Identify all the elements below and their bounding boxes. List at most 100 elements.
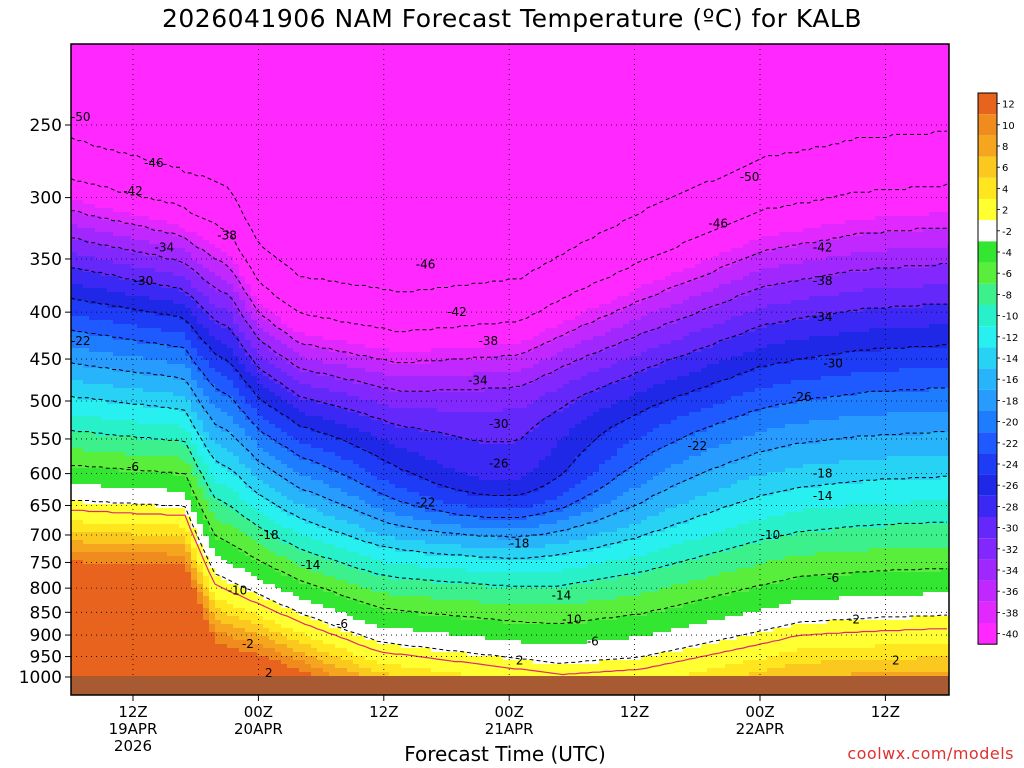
temperature-cell	[209, 368, 215, 385]
temperature-cell	[833, 552, 839, 577]
colorbar-label: -40	[1002, 630, 1018, 641]
temperature-cell	[515, 588, 521, 605]
temperature-cell	[539, 344, 545, 361]
temperature-cell	[629, 376, 635, 397]
temperature-cell	[905, 216, 911, 233]
temperature-cell	[551, 412, 557, 449]
temperature-cell	[791, 360, 797, 381]
temperature-cell	[545, 328, 551, 345]
temperature-cell	[377, 440, 383, 461]
temperature-cell	[299, 520, 305, 537]
temperature-cell	[905, 504, 911, 525]
temperature-cell	[893, 232, 899, 249]
temperature-cell	[257, 416, 263, 433]
temperature-cell	[311, 416, 317, 433]
temperature-cell	[593, 508, 599, 525]
temperature-cell	[233, 528, 239, 549]
temperature-cell	[539, 548, 545, 561]
temperature-cell	[77, 468, 83, 485]
temperature-cell	[767, 344, 773, 365]
temperature-cell	[185, 572, 191, 695]
temperature-cell	[653, 328, 659, 349]
temperature-cell	[443, 412, 449, 437]
temperature-cell	[791, 512, 797, 537]
temperature-cell	[401, 428, 407, 449]
temperature-cell	[461, 536, 467, 549]
temperature-cell	[485, 588, 491, 605]
temperature-cell	[863, 308, 869, 333]
temperature-cell	[773, 364, 779, 385]
temperature-cell	[425, 408, 431, 433]
temperature-cell	[503, 480, 509, 497]
temperature-cell	[923, 572, 929, 593]
temperature-cell	[353, 496, 359, 513]
temperature-cell	[803, 260, 809, 281]
temperature-cell	[149, 552, 155, 565]
temperature-cell	[455, 436, 461, 473]
temperature-cell	[617, 328, 623, 345]
temperature-cell	[839, 416, 845, 441]
temperature-cell	[221, 560, 227, 581]
temperature-cell	[743, 568, 749, 593]
temperature-cell	[767, 560, 773, 585]
temperature-cell	[179, 476, 185, 493]
temperature-cell	[629, 396, 635, 417]
temperature-cell	[179, 364, 185, 381]
temperature-cell	[845, 440, 851, 461]
temperature-cell	[785, 512, 791, 537]
temperature-cell	[233, 616, 239, 629]
temperature-cell	[701, 260, 707, 277]
temperature-cell	[929, 212, 935, 229]
temperature-cell	[275, 604, 281, 625]
temperature-cell	[383, 628, 389, 645]
temperature-cell	[263, 584, 269, 601]
temperature-cell	[947, 344, 949, 369]
temperature-cell	[755, 564, 761, 589]
temperature-cell	[527, 492, 533, 509]
temperature-cell	[563, 436, 569, 473]
temperature-cell	[575, 316, 581, 329]
temperature-cell	[491, 620, 497, 641]
temperature-cell	[557, 544, 563, 557]
temperature-cell	[509, 540, 515, 549]
temperature-cell	[899, 412, 905, 437]
temperature-cell	[881, 416, 887, 437]
temperature-cell	[131, 552, 137, 565]
temperature-cell	[233, 492, 239, 513]
temperature-cell	[527, 548, 533, 561]
temperature-cell	[761, 328, 767, 349]
temperature-cell	[293, 632, 299, 641]
temperature-cell	[827, 240, 833, 257]
temperature-cell	[527, 536, 533, 549]
contour-label: -30	[823, 356, 843, 370]
temperature-cell	[401, 504, 407, 517]
temperature-cell	[581, 452, 587, 481]
temperature-cell	[239, 348, 245, 365]
temperature-cell	[191, 396, 197, 413]
temperature-cell	[485, 620, 491, 641]
temperature-cell	[455, 556, 461, 569]
temperature-cell	[947, 388, 949, 413]
temperature-cell	[155, 508, 161, 525]
temperature-cell	[95, 416, 101, 437]
temperature-cell	[773, 608, 779, 629]
temperature-cell	[791, 380, 797, 405]
isotherm-line	[71, 395, 947, 559]
temperature-cell	[563, 508, 569, 521]
temperature-cell	[461, 348, 467, 361]
temperature-cell	[227, 380, 233, 397]
temperature-cell	[839, 596, 845, 621]
temperature-cell	[89, 532, 95, 545]
colorbar-swatch	[978, 305, 997, 327]
temperature-cell	[371, 492, 377, 509]
temperature-cell	[917, 596, 923, 617]
temperature-cell	[731, 44, 737, 249]
temperature-cell	[857, 272, 863, 293]
temperature-cell	[497, 412, 503, 445]
temperature-cell	[755, 476, 761, 497]
temperature-cell	[707, 644, 713, 669]
temperature-cell	[509, 356, 515, 373]
x-tick-label: 00Z	[745, 703, 774, 721]
temperature-cell	[173, 536, 179, 545]
temperature-cell	[581, 584, 587, 605]
